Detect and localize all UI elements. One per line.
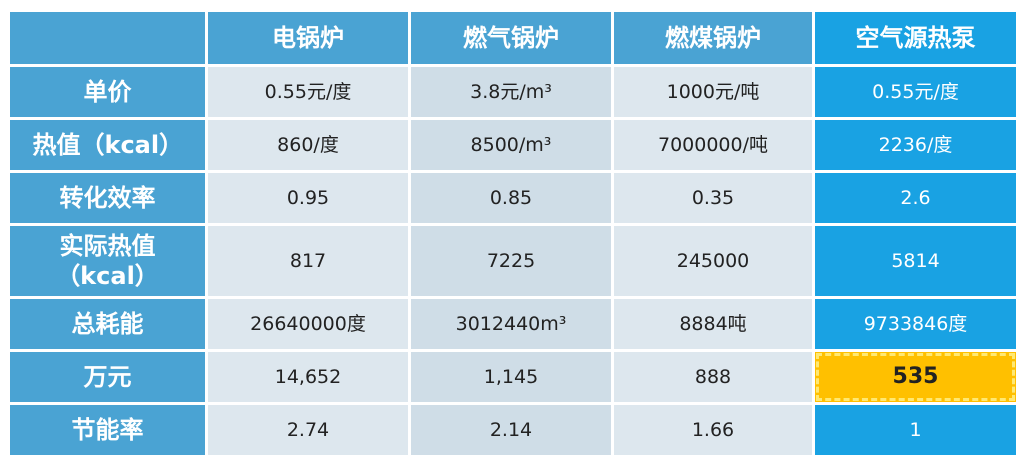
table-cell-text: 2.6 [900,187,931,209]
table-cell: 2.6 [815,173,1016,223]
table-cell: 5814 [815,226,1016,296]
table-cell: 860/度 [208,120,408,170]
table-cell: 2.74 [208,405,408,455]
row-header-text: 万元 [83,363,132,391]
column-header-text: 燃气锅炉 [463,24,559,52]
table-cell: 817 [208,226,408,296]
table-cell-text: 888 [694,366,732,388]
column-header: 电锅炉 [208,12,408,64]
row-header-text: 总耗能 [71,310,144,338]
table-cell-text: 7225 [486,250,536,272]
table-cell-text: 8500/m³ [470,134,552,156]
table-cell-text: 0.35 [691,187,735,209]
table-cell-text: 0.85 [489,187,533,209]
column-header: 燃煤锅炉 [614,12,812,64]
table-cell-text: 0.55元/度 [264,81,352,103]
table-cell-text: 3.8元/m³ [470,81,552,103]
table-cell-text: 7000000/吨 [657,134,769,156]
table-cell: 1 [815,405,1016,455]
table-cell-text: 1,145 [483,366,539,388]
table-cell: 1000元/吨 [614,67,812,117]
row-header: 单价 [10,67,205,117]
row-header-text: 转化效率 [59,184,156,212]
table-cell: 0.55元/度 [815,67,1016,117]
row-header: 万元 [10,352,205,402]
table-cell: 2236/度 [815,120,1016,170]
column-header: 空气源热泵 [815,12,1016,64]
table-cell: 0.95 [208,173,408,223]
table-cell: 9733846度 [815,299,1016,349]
table-cell-text: 0.55元/度 [872,81,959,103]
table-cell-text: 5814 [891,250,940,272]
row-header: 转化效率 [10,173,205,223]
table-cell: 8884吨 [614,299,812,349]
corner-cell [10,12,205,64]
column-header-text: 电锅炉 [272,24,344,52]
table-cell-text: 8884吨 [679,313,747,335]
table-cell-text: 2.14 [489,419,533,441]
row-header-text: 节能率 [71,416,144,444]
table-cell: 14,652 [208,352,408,402]
table-cell: 7225 [411,226,611,296]
row-header: 节能率 [10,405,205,455]
table-cell-text: 3012440m³ [455,313,567,335]
table-cell-text: 0.95 [286,187,330,209]
row-header-text: 实际热值（kcal） [56,232,159,290]
table-cell-text: 14,652 [274,366,342,388]
table-cell: 3.8元/m³ [411,67,611,117]
table-cell-text: 1 [909,419,922,441]
table-cell: 888 [614,352,812,402]
column-header: 燃气锅炉 [411,12,611,64]
table-cell-text: 817 [289,250,327,272]
row-header-text: 单价 [83,78,132,106]
table-cell: 0.85 [411,173,611,223]
table-cell: 7000000/吨 [614,120,812,170]
table-cell: 2.14 [411,405,611,455]
table-cell: 535 [815,352,1016,402]
row-header: 热值（kcal） [10,120,205,170]
table-cell-text: 9733846度 [863,313,968,335]
table-cell: 1,145 [411,352,611,402]
table-cell: 0.35 [614,173,812,223]
table-cell-text: 2236/度 [878,134,953,156]
column-header-text: 燃煤锅炉 [665,24,761,52]
table-cell: 245000 [614,226,812,296]
table-cell-text: 1000元/吨 [666,81,760,103]
comparison-table: 电锅炉 燃气锅炉 燃煤锅炉 空气源热泵单价 0.55元/度 3.8元/m³ 1000元/吨 0… [10,12,1016,455]
table-cell: 1.66 [614,405,812,455]
table-cell-text: 26640000度 [250,313,366,335]
row-header: 总耗能 [10,299,205,349]
table-cell-text: 860/度 [277,134,339,156]
row-header-text: 热值（kcal） [32,131,184,159]
table-cell: 26640000度 [208,299,408,349]
table-cell-text: 535 [892,364,939,389]
table-cell-text: 2.74 [286,419,330,441]
table-cell: 0.55元/度 [208,67,408,117]
row-header: 实际热值（kcal） [10,226,205,296]
table-cell: 3012440m³ [411,299,611,349]
table-cell: 8500/m³ [411,120,611,170]
table-cell-text: 1.66 [691,419,735,441]
column-header-text: 空气源热泵 [855,24,976,52]
table-cell-text: 245000 [676,250,750,272]
